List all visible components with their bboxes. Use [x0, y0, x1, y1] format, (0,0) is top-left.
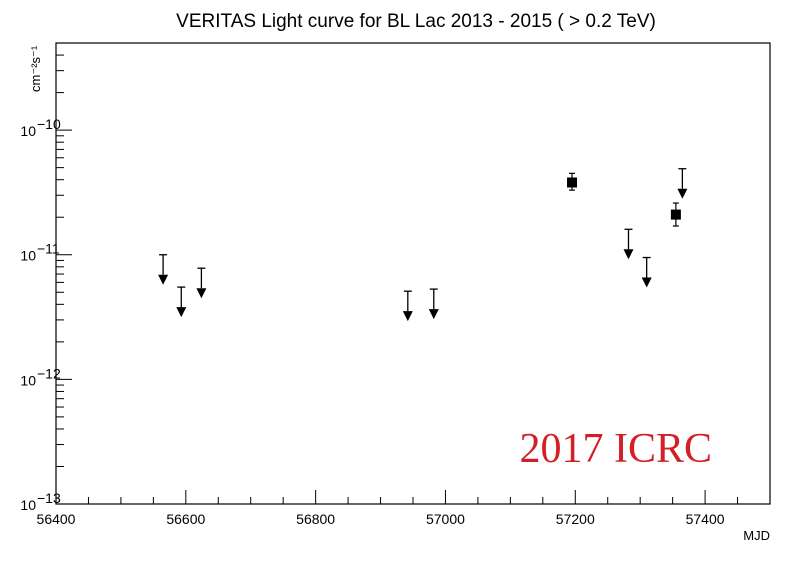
x-axis: 56400 56600 56800 57000 57200 57400 [37, 490, 771, 527]
square-marker [670, 209, 681, 220]
y-tick-label: 10 [20, 248, 36, 264]
upper-limit-arrow [677, 168, 688, 199]
y-axis-label: cm⁻²s⁻¹ [28, 45, 43, 92]
upper-limit-arrowhead [428, 309, 439, 320]
y-tick-label: 10 [20, 372, 36, 388]
x-tick-label: 57400 [686, 511, 725, 527]
x-tick-label: 56400 [37, 511, 76, 527]
chart-title: VERITAS Light curve for BL Lac 2013 - 20… [176, 11, 656, 32]
upper-limit-arrow [176, 286, 187, 318]
upper-limit-arrow [196, 267, 207, 299]
upper-limit-arrowhead [158, 274, 169, 285]
upper-limit-arrow [623, 228, 634, 260]
upper-limit-arrow [428, 288, 439, 320]
upper-limit-arrow [641, 256, 652, 288]
upper-limit-arrowhead [641, 277, 652, 288]
x-tick-label: 56800 [296, 511, 335, 527]
upper-limit-arrowhead [196, 288, 207, 299]
flux-detection-point [567, 172, 578, 191]
y-tick-exponent: −12 [37, 365, 61, 381]
upper-limit-arrow [402, 290, 413, 322]
x-axis-label: MJD [743, 528, 770, 543]
conference-watermark: 2017 ICRC [519, 426, 712, 472]
data-points [158, 168, 688, 322]
y-tick-exponent: −10 [37, 116, 61, 132]
upper-limit-arrowhead [402, 311, 413, 322]
upper-limit-arrowhead [623, 249, 634, 260]
square-marker [567, 177, 578, 188]
y-tick-label: 10 [20, 123, 36, 139]
upper-limit-arrowhead [677, 188, 688, 199]
x-tick-label: 57000 [426, 511, 465, 527]
x-tick-label: 57200 [556, 511, 595, 527]
flux-detection-point [670, 202, 681, 227]
x-tick-label: 56600 [166, 511, 205, 527]
y-tick-label: 10 [20, 497, 36, 513]
upper-limit-arrow [158, 254, 169, 285]
y-tick-exponent: −11 [37, 241, 60, 257]
upper-limit-arrowhead [176, 307, 187, 318]
y-tick-exponent: −13 [37, 490, 61, 506]
